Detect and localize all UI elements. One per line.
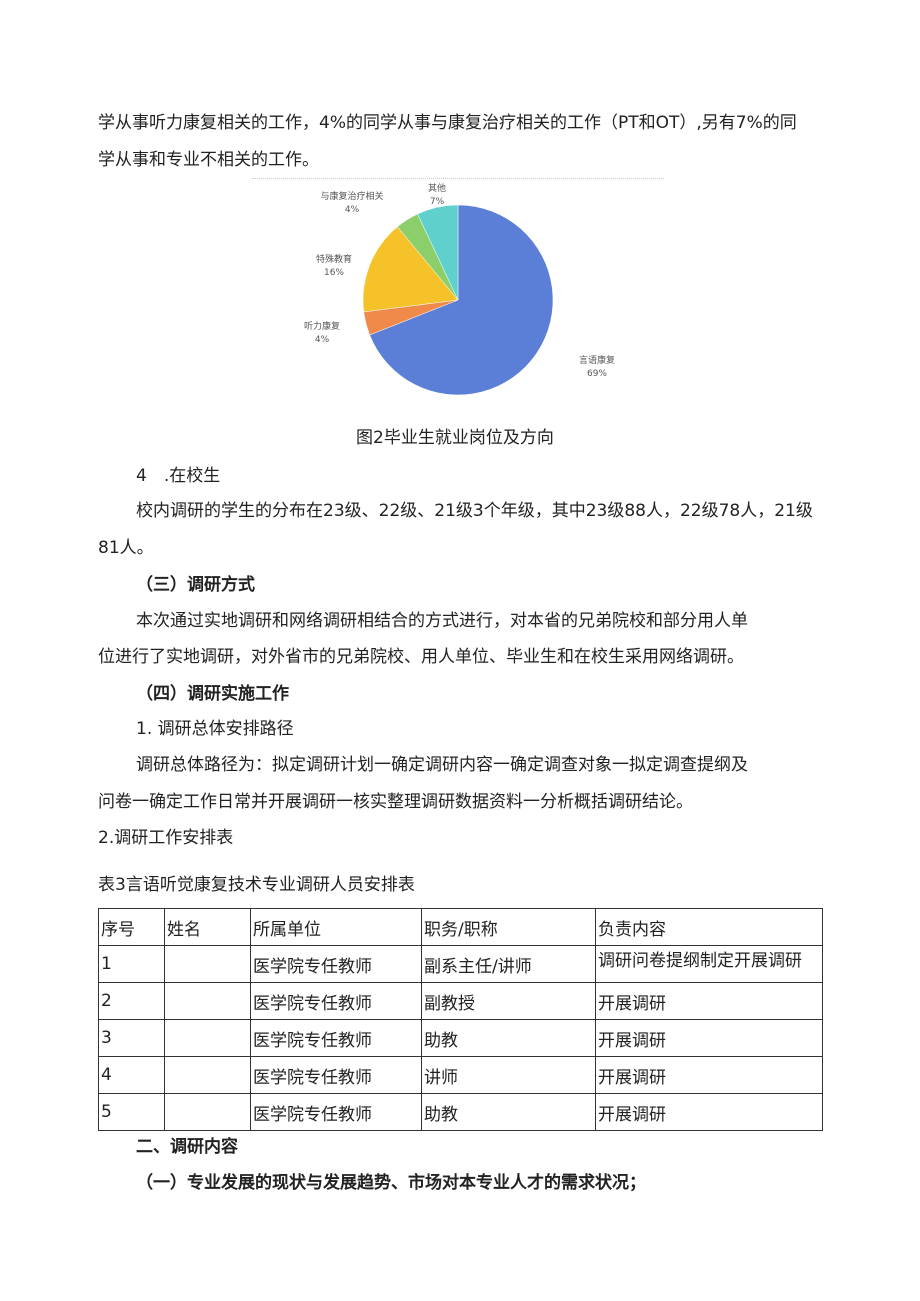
section-heading: （三）调研方式: [136, 575, 255, 595]
section-heading: （四）调研实施工作: [136, 684, 289, 704]
header-cell: 职务/职称: [421, 908, 596, 946]
slice-value: 4%: [345, 205, 360, 215]
section-heading: （一）专业发展的现状与发展趋势、市场对本专业人才的需求状况；: [136, 1173, 646, 1193]
table-cell: [164, 1093, 251, 1131]
table-cell: 调研问卷提纲制定开展调研: [595, 945, 823, 983]
table-cell: 讲师: [421, 1056, 596, 1094]
table-row: 3 医学院专任教师 助教 开展调研: [98, 1019, 823, 1057]
pie-chart: 言语康复 69% 听力康复 4% 特殊教育 16% 与康复治疗相关 4% 其他 7%: [252, 178, 664, 401]
table-row: 5 医学院专任教师 助教 开展调研: [98, 1093, 823, 1131]
header-cell: 姓名: [164, 908, 251, 946]
table-cell: 4: [98, 1056, 165, 1094]
table-cell: [164, 982, 251, 1020]
figure-caption: 图2毕业生就业岗位及方向: [356, 428, 554, 448]
table-cell: 副教授: [421, 982, 596, 1020]
paragraph-line: 本次通过实地调研和网络调研相结合的方式进行，对本省的兄弟院校和部分用人单: [136, 611, 748, 631]
pie-slice: [417, 204, 459, 301]
paragraph-line: 81人。: [98, 538, 154, 558]
paragraph-line: 问卷一确定工作日常并开展调研一核实整理调研数据资料一分析概括调研结论。: [98, 792, 693, 812]
table-cell: [164, 945, 251, 983]
table-cell: 2: [98, 982, 165, 1020]
pie-slice: [369, 204, 554, 396]
table-cell: 开展调研: [595, 1093, 823, 1131]
table-row: 4 医学院专任教师 讲师 开展调研: [98, 1056, 823, 1094]
table-cell: 3: [98, 1019, 165, 1057]
table-cell: 副系主任/讲师: [421, 945, 596, 983]
header-cell: 所属单位: [250, 908, 422, 946]
slice-label: 言语康复: [579, 354, 615, 366]
table-cell: 5: [98, 1093, 165, 1131]
table-cell: [164, 1056, 251, 1094]
slice-value: 16%: [324, 268, 344, 278]
slice-label: 特殊教育: [316, 253, 352, 265]
table-title: 表3言语听觉康复技术专业调研人员安排表: [98, 875, 415, 895]
header-cell: 负责内容: [595, 908, 823, 946]
table-cell: 助教: [421, 1019, 596, 1057]
section-heading: 1. 调研总体安排路径: [136, 719, 294, 739]
paragraph-line: 学从事听力康复相关的工作，4%的同学从事与康复治疗相关的工作（PT和OT）,另有…: [98, 113, 797, 133]
table-row: 1 医学院专任教师 副系主任/讲师 调研问卷提纲制定开展调研: [98, 945, 823, 983]
header-cell: 序号: [98, 908, 165, 946]
table-cell: 医学院专任教师: [250, 1019, 422, 1057]
table-cell: 医学院专任教师: [250, 1056, 422, 1094]
table-cell: 助教: [421, 1093, 596, 1131]
table-cell: [164, 1019, 251, 1057]
paragraph-line: 调研总体路径为：拟定调研计划一确定调研内容一确定调查对象一拟定调查提纲及: [136, 755, 748, 775]
slice-value: 4%: [315, 335, 330, 345]
table-cell: 开展调研: [595, 1056, 823, 1094]
staff-table: 序号 姓名 所属单位 职务/职称 负责内容 1 医学院专任教师 副系主任/讲师 调研问…: [98, 908, 823, 1131]
slice-label: 其他: [428, 182, 446, 194]
slice-value: 69%: [587, 369, 607, 379]
pie-slice: [362, 226, 459, 313]
section-heading: 二、调研内容: [136, 1137, 238, 1157]
paragraph-line: 校内调研的学生的分布在23级、22级、21级3个年级，其中23级88人，22级7…: [136, 501, 813, 521]
table-cell: 1: [98, 945, 165, 983]
slice-label: 听力康复: [304, 320, 340, 332]
slice-value: 7%: [430, 197, 445, 207]
table-cell: 开展调研: [595, 982, 823, 1020]
table-cell: 医学院专任教师: [250, 945, 422, 983]
table-header-row: 序号 姓名 所属单位 职务/职称 负责内容: [98, 908, 823, 946]
section-heading: 2.调研工作安排表: [98, 828, 234, 848]
paragraph-line: 学从事和专业不相关的工作。: [98, 150, 319, 170]
slice-label: 与康复治疗相关: [320, 190, 383, 202]
table-cell: 医学院专任教师: [250, 982, 422, 1020]
section-heading: 4 .在校生: [136, 466, 221, 486]
table-cell: 医学院专任教师: [250, 1093, 422, 1131]
paragraph-line: 位进行了实地调研，对外省市的兄弟院校、用人单位、毕业生和在校生采用网络调研。: [98, 647, 744, 667]
table-row: 2 医学院专任教师 副教授 开展调研: [98, 982, 823, 1020]
table-cell: 开展调研: [595, 1019, 823, 1057]
